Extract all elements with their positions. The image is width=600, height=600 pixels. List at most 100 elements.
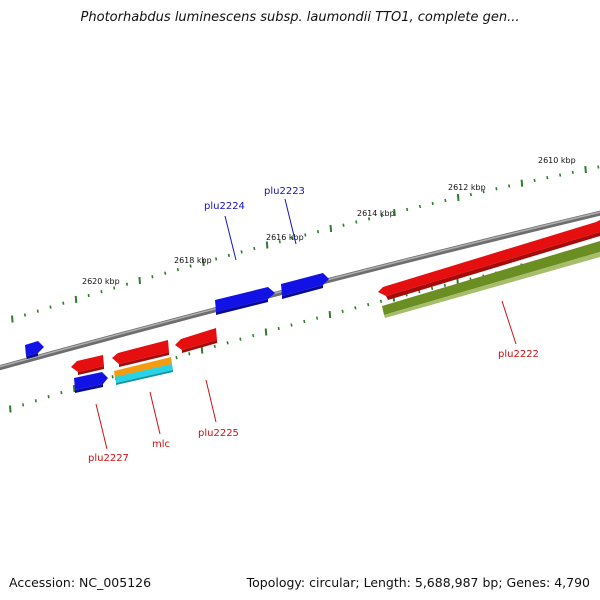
tick-mark <box>316 230 320 234</box>
gene-red-middle[interactable] <box>112 340 169 367</box>
tick-mark <box>227 253 230 258</box>
tick-label-2612: 2612 kbp <box>448 183 486 192</box>
tick-mark <box>482 190 485 194</box>
tick-label-2620: 2620 kbp <box>82 277 120 286</box>
tick-mark <box>303 319 306 324</box>
tick-mark <box>418 204 422 209</box>
gene-mlc-cyan[interactable] <box>115 364 173 385</box>
tick-mark <box>47 395 50 399</box>
label-mlc: mlc <box>152 439 170 450</box>
tick-mark <box>36 309 39 313</box>
tick-mark <box>341 309 344 313</box>
tick-mark <box>74 295 78 303</box>
accession-text: Accession: NC_005126 <box>9 575 152 590</box>
gene-red-left[interactable] <box>71 355 104 375</box>
leader-plu2224 <box>224 215 237 261</box>
tick-mark <box>444 198 447 203</box>
tick-mark <box>495 187 498 191</box>
leader-plu2225 <box>205 379 217 423</box>
olive-feature[interactable] <box>382 241 600 318</box>
tick-mark <box>240 250 243 254</box>
tick-mark <box>355 220 358 224</box>
tick-mark <box>213 344 216 349</box>
tick-mark <box>469 192 472 197</box>
leader-plu2223 <box>284 198 297 245</box>
tick-mark <box>559 173 562 177</box>
gene-small-left[interactable] <box>25 341 44 359</box>
tick-mark <box>329 224 333 233</box>
leader-mlc <box>149 391 161 435</box>
tick-label-2610: 2610 kbp <box>538 156 576 165</box>
tick-mark <box>11 315 14 323</box>
tick-mark <box>239 337 242 341</box>
tick-mark <box>456 193 460 202</box>
tick-mark <box>304 233 307 237</box>
tick-mark <box>367 217 371 221</box>
tick-mark <box>290 323 293 327</box>
label-plu2225: plu2225 <box>198 428 239 439</box>
tick-mark <box>226 341 229 345</box>
tick-mark <box>113 286 116 290</box>
tick-mark <box>72 385 76 393</box>
outer-tick-ring <box>11 165 600 323</box>
tick-mark <box>508 184 511 188</box>
tick-mark <box>138 276 141 285</box>
leader-plu2222 <box>501 300 517 345</box>
tick-mark <box>252 333 255 338</box>
tick-mark <box>316 316 319 320</box>
tick-mark <box>443 283 446 287</box>
label-plu2227: plu2227 <box>88 453 129 464</box>
map-title: Photorhabdus luminescens subsp. laumondi… <box>80 10 520 25</box>
tick-label-2614: 2614 kbp <box>357 209 395 218</box>
tick-mark <box>151 275 154 279</box>
tick-mark <box>406 207 409 212</box>
tick-mark <box>571 170 574 174</box>
tick-mark <box>202 258 205 266</box>
tick-mark <box>176 267 179 272</box>
tick-mark <box>164 271 167 275</box>
tick-mark <box>265 241 269 249</box>
tick-mark <box>380 214 383 218</box>
tick-mark <box>60 390 63 395</box>
tick-mark <box>215 257 218 261</box>
tick-mark <box>328 311 332 319</box>
tick-mark <box>62 301 65 305</box>
tick-mark <box>34 399 37 403</box>
tick-mark <box>367 302 370 307</box>
tick-mark <box>125 282 129 286</box>
tick-mark <box>253 246 256 251</box>
tick-mark <box>278 240 281 244</box>
tick-mark <box>188 352 191 356</box>
tick-mark <box>49 305 52 309</box>
gene-plu2227[interactable] <box>74 372 108 393</box>
gene-plu2224[interactable] <box>215 287 275 315</box>
tick-mark <box>431 286 434 291</box>
tick-mark <box>111 375 114 379</box>
tick-mark <box>200 346 204 354</box>
tick-label-2618: 2618 kbp <box>174 256 212 265</box>
tick-mark <box>264 328 268 336</box>
label-plu2223: plu2223 <box>264 186 305 197</box>
tick-mark <box>379 299 383 303</box>
tick-mark <box>520 179 524 187</box>
tick-mark <box>189 264 192 268</box>
tick-mark <box>9 405 12 413</box>
label-plu2222: plu2222 <box>498 349 539 360</box>
gene-plu2223[interactable] <box>281 273 329 299</box>
tick-mark <box>175 355 178 360</box>
tick-mark <box>533 178 536 183</box>
tick-mark <box>22 403 25 407</box>
tick-mark <box>393 209 396 217</box>
tick-mark <box>291 236 294 240</box>
tick-mark <box>277 326 280 331</box>
tick-mark <box>342 223 345 227</box>
leader-plu2227 <box>95 403 108 450</box>
tick-mark <box>584 166 587 174</box>
gene-plu2222[interactable] <box>378 220 600 300</box>
tick-mark <box>431 201 434 206</box>
gene-plu2225[interactable] <box>175 328 217 353</box>
tick-mark <box>23 313 27 317</box>
tick-label-2616: 2616 kbp <box>266 233 304 242</box>
tick-mark <box>87 293 90 298</box>
